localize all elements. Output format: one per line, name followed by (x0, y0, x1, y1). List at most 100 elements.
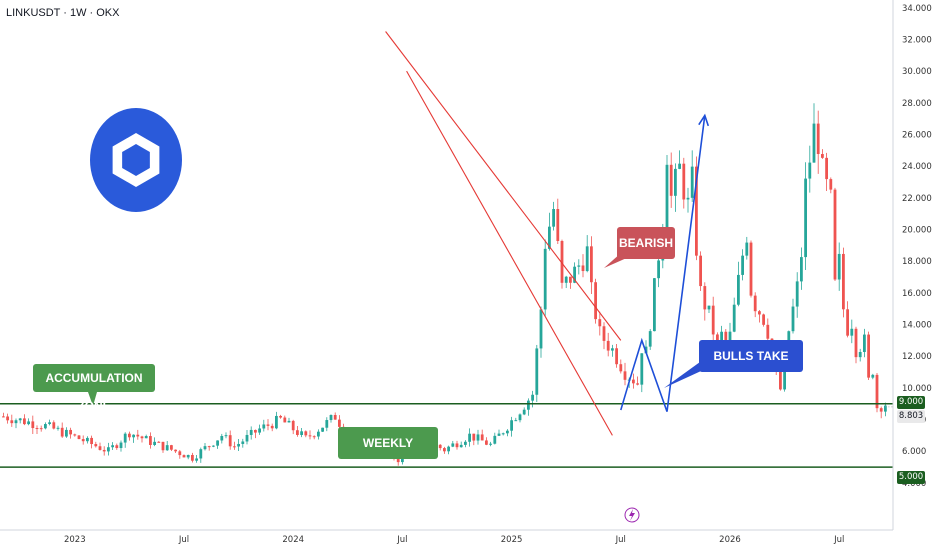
candle-body (619, 364, 623, 372)
candle-body (842, 253, 845, 310)
bearish-label: BEARISH (617, 227, 675, 259)
candle-body (569, 276, 572, 283)
candle-body (825, 157, 828, 180)
candle-body (602, 326, 606, 341)
candle-body (275, 415, 278, 429)
candle-body (539, 309, 543, 349)
candle-body (296, 430, 299, 435)
candle-body (543, 248, 547, 310)
candle-body (10, 420, 14, 424)
candle-body (821, 154, 824, 158)
accumulation-pointer (88, 392, 97, 406)
candle-body (535, 348, 539, 395)
chainlink-logo-icon (90, 108, 182, 212)
candle-body (270, 425, 274, 429)
candle-body (102, 449, 106, 452)
bearish-channel-line (406, 70, 613, 436)
weekly-support-label: WEEKLY SUPPORT (338, 427, 438, 482)
candle-body (94, 444, 98, 447)
candle-body (18, 418, 22, 421)
candle-body (459, 444, 463, 448)
candle-body (573, 266, 576, 283)
candle-body (304, 431, 308, 436)
y-tick-label: 14.000 (902, 321, 932, 331)
candle-body (182, 455, 186, 458)
projection-path (620, 115, 706, 412)
candle-body (854, 328, 858, 358)
candle-body (720, 331, 723, 343)
candle-body (329, 414, 333, 421)
candle-body (35, 428, 39, 430)
candle-body (207, 446, 211, 448)
candle-body (216, 440, 219, 446)
candle-body (90, 437, 93, 445)
candle-body (31, 421, 35, 429)
candle-body (850, 328, 854, 336)
x-tick-label: Jul (396, 535, 407, 545)
candle-body (451, 443, 455, 447)
candle-body (333, 414, 337, 420)
candle-body (115, 445, 119, 449)
candle-body (829, 179, 833, 190)
candle-body (527, 400, 530, 410)
candle-body (615, 348, 618, 365)
chart-title: LINKUSDT · 1W · OKX (6, 7, 120, 19)
candle-body (48, 422, 51, 425)
candle-body (300, 431, 303, 435)
candle-body (837, 253, 841, 280)
candle-body (875, 374, 879, 409)
candle-body (14, 420, 18, 424)
logo-hex-inner (122, 144, 150, 176)
y-tick-label: 22.000 (902, 194, 932, 204)
candle-body (590, 246, 593, 283)
x-tick-label: Jul (178, 535, 189, 545)
candle-body (186, 454, 190, 458)
candle-body (191, 454, 194, 461)
x-tick-label: 2026 (719, 535, 741, 545)
candle-body (703, 286, 707, 310)
candle-body (312, 436, 316, 438)
candle-body (678, 163, 681, 169)
y-tick-label: 34.000 (902, 4, 932, 14)
candle-body (506, 430, 509, 434)
candle-body (779, 371, 782, 390)
candle-body (636, 383, 639, 385)
candle-body (699, 255, 702, 287)
candle-body (485, 440, 488, 445)
candle-body (606, 340, 610, 351)
candle-body (867, 334, 870, 378)
candle-body (531, 394, 534, 401)
candle-body (245, 434, 249, 442)
candle-body (795, 281, 799, 307)
x-tick-label: Jul (833, 535, 844, 545)
candle-body (165, 445, 169, 451)
candle-body (149, 436, 152, 445)
candle-body (804, 178, 807, 258)
candle-body (879, 408, 883, 412)
candle-body (224, 435, 228, 437)
candle-body (522, 409, 526, 415)
candle-body (552, 209, 555, 227)
candle-body (144, 436, 148, 439)
candle-body (157, 441, 161, 443)
candle-body (846, 309, 849, 336)
candle-body (468, 433, 471, 442)
candle-body (325, 420, 329, 428)
x-tick-label: 2025 (501, 535, 523, 545)
candle-body (758, 311, 761, 315)
price-tag-5: 5.000 (897, 471, 925, 484)
candle-body (577, 265, 581, 267)
candle-body (65, 429, 68, 437)
candle-body (476, 434, 480, 441)
candle-body (669, 164, 673, 196)
y-tick-label: 30.000 (902, 67, 932, 77)
candle-body (632, 379, 635, 384)
candle-body (56, 427, 60, 429)
arrow-head-icon (698, 113, 710, 127)
lightning-icon (629, 509, 635, 521)
candle-body (783, 365, 786, 390)
candle-body (199, 449, 203, 459)
y-tick-label: 16.000 (902, 289, 932, 299)
candle-body (695, 166, 698, 256)
